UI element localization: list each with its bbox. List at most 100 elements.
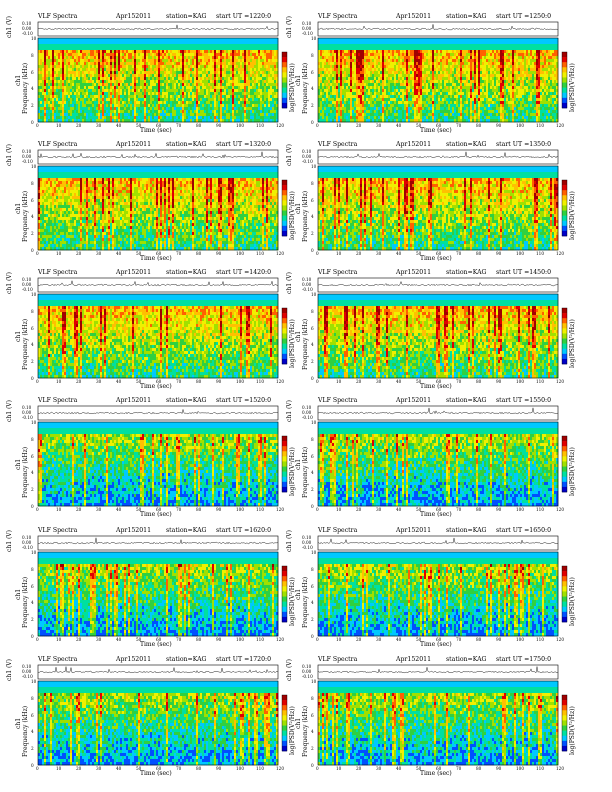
spectrogram-frame xyxy=(37,37,279,123)
spectrogram-cell xyxy=(332,83,335,87)
spectrogram-cell xyxy=(230,116,233,120)
spectrogram-cell xyxy=(44,41,47,45)
spectrogram-cell xyxy=(386,101,389,105)
spectrogram-cell xyxy=(412,110,415,114)
spectrogram-cell xyxy=(226,116,229,120)
spectrogram-cell xyxy=(126,116,129,120)
spectrogram-cell xyxy=(180,44,183,48)
spectrogram-cell xyxy=(62,92,65,96)
spectrogram-cell xyxy=(228,59,231,63)
spectrogram-cell xyxy=(150,107,153,111)
spectrogram-cell xyxy=(240,80,243,84)
spectrogram-cell xyxy=(398,65,401,69)
spectrogram-cell xyxy=(168,56,171,60)
spectrogram-cell xyxy=(140,65,143,69)
spectrogram-cell xyxy=(80,50,83,54)
spectrogram-cell xyxy=(158,41,161,45)
spectrogram-cell xyxy=(406,104,409,108)
spectrogram-cell xyxy=(120,68,123,72)
spectrogram-cell xyxy=(232,119,235,123)
spectrogram-cell xyxy=(66,53,69,57)
spectrogram-cell xyxy=(96,104,99,108)
spectrogram-cell xyxy=(404,77,407,81)
spectrogram-cell xyxy=(376,53,379,57)
spectrogram-cell xyxy=(276,56,279,60)
spectrogram-cell xyxy=(64,80,67,84)
spectrogram-cell xyxy=(332,110,335,114)
spectrogram-cell xyxy=(58,107,61,111)
spectrogram-cell xyxy=(90,113,93,117)
spectrogram-cell xyxy=(50,104,53,108)
spectrogram-cell xyxy=(168,80,171,84)
spectrogram-cell xyxy=(368,62,371,66)
spectrogram-cell xyxy=(320,71,323,75)
spectrogram-cell xyxy=(106,53,109,57)
spectrogram-cell xyxy=(206,44,209,48)
spectrogram-cell xyxy=(182,68,185,72)
spectrogram-cell xyxy=(378,80,381,84)
spectrogram-cell xyxy=(118,107,121,111)
spectrogram-cell xyxy=(398,74,401,78)
spectrogram-cell xyxy=(254,95,257,99)
spectrogram-cell xyxy=(392,62,395,66)
spectrogram-cell xyxy=(192,86,195,90)
spectrogram-cell xyxy=(56,86,59,90)
spectrogram-cell xyxy=(346,80,349,84)
spectrogram-cell xyxy=(424,50,427,54)
spectrogram-cell xyxy=(270,80,273,84)
spectrogram-cell xyxy=(66,44,69,48)
spectrogram-cell xyxy=(144,74,147,78)
spectrogram-cell xyxy=(154,104,157,108)
spectrogram-cell xyxy=(392,53,395,57)
spectrogram-cell xyxy=(322,80,325,84)
spectrogram-cell xyxy=(124,77,127,81)
spectrogram-cell xyxy=(140,113,143,117)
spectrogram-cell xyxy=(380,53,383,57)
spectrogram-cell xyxy=(224,65,227,69)
spectrogram-cell xyxy=(354,68,357,72)
spectrogram-cell xyxy=(392,44,395,48)
spectrogram-cell xyxy=(340,68,343,72)
spectrogram-cell xyxy=(412,50,415,54)
spectrogram-cell xyxy=(206,77,209,81)
spectrogram-cell xyxy=(428,80,431,84)
spectrogram-cell xyxy=(414,119,417,123)
spectrogram-cell xyxy=(348,95,351,99)
spectrogram-cell xyxy=(416,53,419,57)
spectrogram-cell xyxy=(320,80,323,84)
spectrogram-cell xyxy=(208,98,211,102)
spectrogram-cell xyxy=(368,113,371,117)
spectrogram-cell xyxy=(366,86,369,90)
spectrogram-cell xyxy=(216,116,219,120)
spectrogram-cell xyxy=(166,44,169,48)
spectrogram-cell xyxy=(344,44,347,48)
spectrogram-cell xyxy=(402,101,405,105)
spectrogram-cell xyxy=(226,119,229,123)
spectrogram-cell xyxy=(218,89,221,93)
spectrogram-cell xyxy=(158,83,161,87)
spectrogram-cell xyxy=(386,47,389,51)
spectrogram-cell xyxy=(120,77,123,81)
spectrogram-cell xyxy=(260,38,263,42)
spectrogram-cell xyxy=(150,86,153,90)
spectrogram-cell xyxy=(90,89,93,93)
spectrogram-cell xyxy=(234,71,237,75)
spectrogram-cell xyxy=(106,92,109,96)
spectrogram-cell xyxy=(194,77,197,81)
spectrogram-cell xyxy=(414,41,417,45)
spectrogram-cell xyxy=(58,83,61,87)
spectrogram-cell xyxy=(156,119,159,123)
spectrogram-cell xyxy=(218,59,221,63)
spectrogram-cell xyxy=(96,95,99,99)
spectrogram-cell xyxy=(186,83,189,87)
spectrogram-cell xyxy=(166,71,169,75)
spectrogram-cell xyxy=(328,86,331,90)
spectrogram-cell xyxy=(254,65,257,69)
spectrogram-cell xyxy=(174,113,177,117)
spectrogram-cell xyxy=(52,95,55,99)
spectrogram-cell xyxy=(384,77,387,81)
spectrogram-cell xyxy=(202,62,205,66)
spectrogram-cell xyxy=(42,80,45,84)
spectrogram-cell xyxy=(64,71,67,75)
spectrogram-cell xyxy=(44,38,47,42)
